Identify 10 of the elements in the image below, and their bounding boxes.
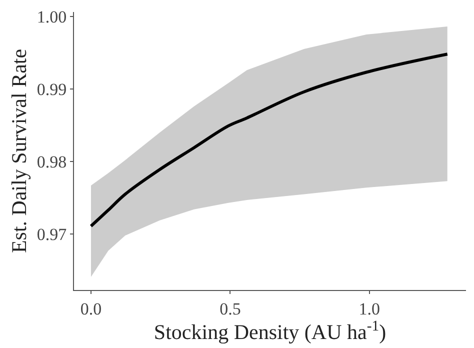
y-tick-label: 0.99: [36, 80, 67, 99]
line-series: [89, 52, 449, 228]
y-tick-label: 0.97: [36, 225, 68, 244]
x-tick-label: 0.0: [80, 299, 102, 318]
x-tick-label: 0.5: [220, 299, 241, 318]
y-tick-label: 1.00: [36, 7, 67, 26]
x-tick-label: 1.0: [358, 299, 380, 318]
y-axis-title: Est. Daily Survival Rate: [7, 48, 31, 254]
y-tick-label: 0.98: [36, 152, 67, 172]
x-axis-title: Stocking Density (AU ha$^{-1}$): [154, 318, 386, 344]
